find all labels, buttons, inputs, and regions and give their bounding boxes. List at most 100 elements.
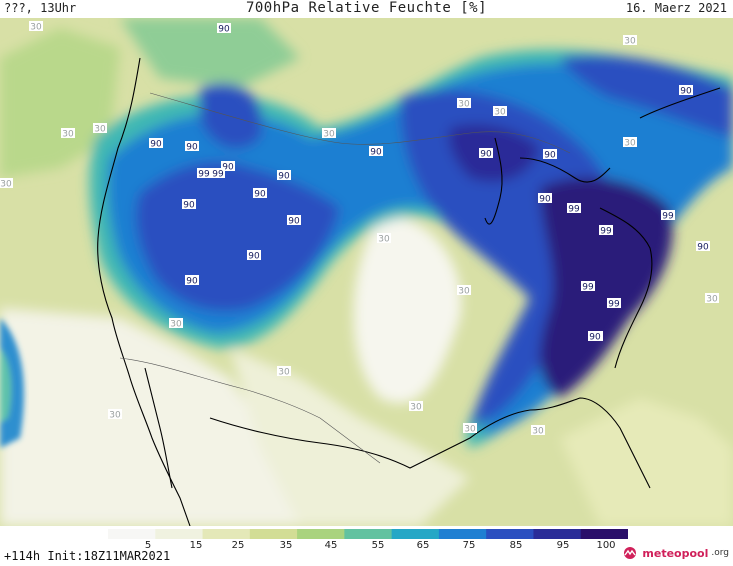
humidity-fill-layers [0, 18, 733, 526]
contour-label-box [182, 199, 196, 209]
contour-label: 90 [186, 277, 198, 287]
contour-label: 90 [248, 252, 260, 262]
contour-label: 90 [150, 140, 162, 150]
contour-label: 30 [464, 425, 476, 435]
contour-label-box [29, 21, 43, 31]
contour-label-box [457, 285, 471, 295]
contour-label: 90 [589, 333, 601, 343]
contour-label: 30 [624, 139, 636, 149]
contour-label-box [607, 298, 621, 308]
contour-label: 30 [458, 100, 470, 110]
contour-label: 30 [278, 368, 290, 378]
colorbar-segment [344, 529, 393, 539]
contour-label: 30 [532, 427, 544, 437]
contour-label: 99 [582, 283, 594, 293]
colorbar-tick-label: 75 [462, 540, 476, 551]
contour-label-box [217, 23, 231, 33]
contour-label: 99 [568, 205, 580, 215]
run-info: +114h Init:18Z11MAR2021 [4, 549, 171, 563]
contour-label-box [247, 250, 261, 260]
contour-label: 30 [410, 403, 422, 413]
contour-label-box [409, 401, 423, 411]
contour-label-box [377, 233, 391, 243]
contour-label-box [322, 128, 336, 138]
contour-label: 90 [288, 217, 300, 227]
colorbar-tick-label: 100 [596, 540, 616, 551]
contour-label-box [369, 146, 383, 156]
contour-label: 90 [222, 163, 234, 173]
contour-label: 90 [186, 143, 198, 153]
contour-label: 30 [0, 180, 12, 190]
coastal-fill-layer [0, 318, 24, 448]
contour-label: 99 [600, 227, 612, 237]
contour-label: 30 [706, 295, 718, 305]
contour-label: 90 [183, 201, 195, 211]
contour-label: 30 [94, 125, 106, 135]
contour-label-box [543, 149, 557, 159]
contour-label-box [567, 203, 581, 213]
contour-label: 30 [170, 320, 182, 330]
colorbar-tick-label: 95 [556, 540, 570, 551]
contour-label-box [661, 210, 675, 220]
contour-label: 99 [608, 300, 620, 310]
colorbar-tick-label: 55 [371, 540, 385, 551]
date-label: 16. Maerz 2021 [625, 1, 727, 15]
colorbar-tick-label: 85 [509, 540, 523, 551]
colorbar-tick-label: 35 [279, 540, 293, 551]
contour-label-box [457, 98, 471, 108]
contour-label: 30 [458, 287, 470, 297]
contour-label: 90 [278, 172, 290, 182]
contour-label-box [108, 409, 122, 419]
colorbar-segment [486, 529, 534, 539]
colorbar-segment [249, 529, 298, 539]
contour-labels: 30 90303090309030909990909090909930909090… [0, 21, 719, 437]
colorbar-segment [297, 529, 345, 539]
contour-label-box [599, 225, 613, 235]
contour-label: 30 [494, 108, 506, 118]
contour-label: 90 [539, 195, 551, 205]
contour-label-box [221, 161, 235, 171]
contour-label-box [0, 178, 13, 188]
contour-label: 90 [254, 190, 266, 200]
contour-label: 30 [624, 37, 636, 47]
colorbar-segment [108, 529, 156, 539]
colorbar-segment [438, 529, 487, 539]
colorbar-tick-label: 15 [189, 540, 203, 551]
colorbar [108, 529, 628, 539]
location-time-label: ???, 13Uhr [4, 1, 77, 15]
contour-label-box [211, 168, 225, 178]
colorbar-segment [391, 529, 440, 539]
contour-label: 30 [323, 130, 335, 140]
coastlines [97, 57, 721, 526]
contour-label-box [581, 281, 595, 291]
humidity-map: 30 90 30 30 90 30 90 30 90 99 90 90 90 90 90 99 30 90 90 90… [0, 18, 733, 526]
contour-label: 90 [697, 243, 709, 253]
contour-label: 30 [378, 235, 390, 245]
contour-label: 90 [370, 148, 382, 158]
contour-label-box [588, 331, 602, 341]
contour-label-box [623, 137, 637, 147]
colorbar-segment [155, 529, 204, 539]
contour-label-box [253, 188, 267, 198]
contour-label-box [463, 423, 477, 433]
colorbar-segment [533, 529, 582, 539]
contour-label-box [61, 128, 75, 138]
contour-label-box [277, 366, 291, 376]
contour-label-box [538, 193, 552, 203]
map-title: 700hPa Relative Feuchte [%] [245, 0, 488, 16]
contour-label-box [197, 168, 211, 178]
contour-label: 30 [109, 411, 121, 421]
contour-label: 30 [62, 130, 74, 140]
colorbar-segment [580, 529, 628, 539]
contour-label-box [493, 106, 507, 116]
colorbar-tick-label: 45 [324, 540, 338, 551]
header-bar: ???, 13Uhr 700hPa Relative Feuchte [%] 1… [0, 0, 733, 18]
contour-label-box [185, 141, 199, 151]
contour-label: 99 [212, 170, 224, 180]
map-canvas: 30 90303090309030909990909090909930909090… [0, 18, 733, 526]
logo-icon [624, 547, 637, 559]
contour-label-box [679, 85, 693, 95]
contour-label: 90 [218, 25, 230, 35]
contour-label-box [277, 170, 291, 180]
logo-name: meteopool [642, 546, 709, 560]
